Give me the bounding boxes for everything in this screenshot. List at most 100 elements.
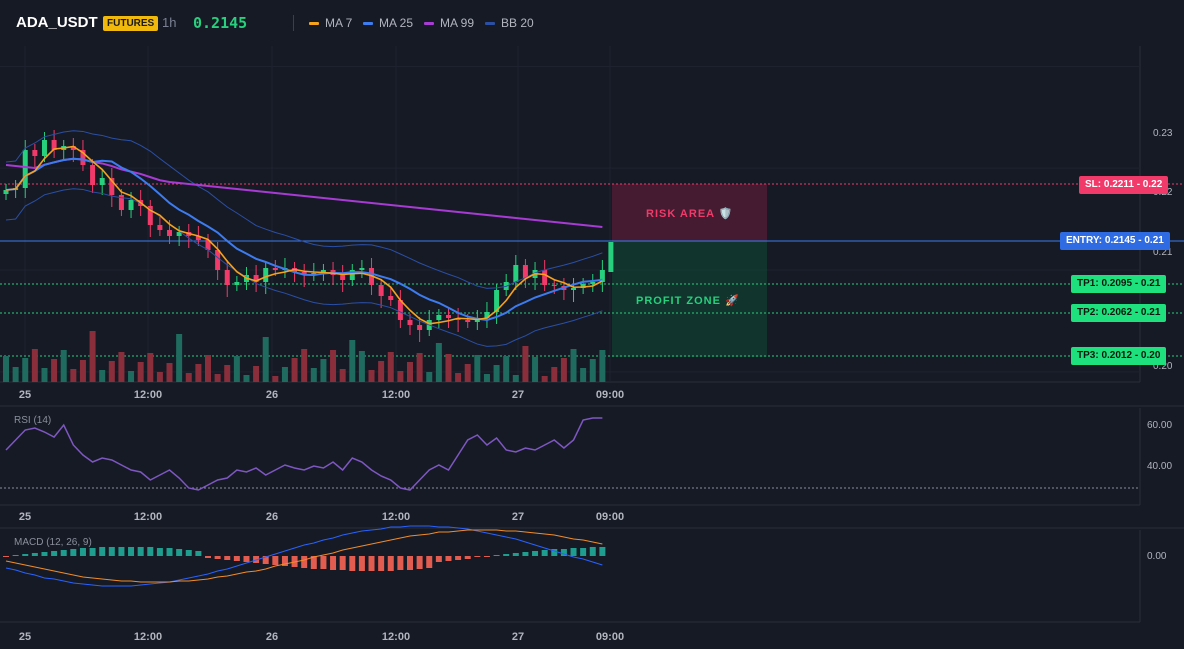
ma99-swatch <box>424 22 434 26</box>
volume-bar <box>599 350 606 382</box>
legend-ma99[interactable]: MA 99 <box>424 16 474 30</box>
volume-bar <box>426 372 433 382</box>
volume-bar <box>79 360 86 382</box>
ma7-line <box>5 145 603 325</box>
volume-bar <box>291 358 298 382</box>
candle-body <box>118 195 124 210</box>
volume-bar <box>445 354 452 382</box>
macd-histogram-bar <box>416 556 423 569</box>
volume-bar <box>156 372 163 382</box>
volume-bar <box>580 368 587 382</box>
macd-histogram-bar <box>426 556 433 568</box>
candle-body <box>551 285 557 286</box>
candle-body <box>359 268 365 270</box>
candle-body <box>80 150 86 165</box>
volume-bar <box>224 365 231 382</box>
entry-label[interactable]: ENTRY: 0.2145 - 0.21 <box>1060 232 1170 250</box>
macd-histogram-bar <box>532 551 539 556</box>
legend-bb20[interactable]: BB 20 <box>485 16 534 30</box>
volume-bar <box>416 353 423 382</box>
macd-time-1200a: 12:00 <box>133 631 163 643</box>
candle-body <box>599 270 605 282</box>
volume-bar <box>118 352 125 382</box>
rsi-time-25: 25 <box>18 511 32 523</box>
macd-histogram-bar <box>503 554 510 556</box>
symbol-name[interactable]: ADA_USDT <box>16 14 98 31</box>
macd-histogram-bar <box>60 550 67 556</box>
candle-body <box>167 230 173 236</box>
candle-body <box>3 190 9 194</box>
volume-bar <box>41 368 48 382</box>
candle-body <box>205 240 211 250</box>
ma99-line <box>5 157 603 228</box>
volume-bar <box>407 362 413 382</box>
macd-histogram-bar <box>262 556 269 564</box>
candle-body <box>340 275 346 280</box>
macd-histogram-bar <box>551 549 558 556</box>
tp1-label[interactable]: TP1: 0.2095 - 0.21 <box>1071 275 1167 293</box>
macd-histogram-bar <box>3 556 9 557</box>
volume-bar <box>60 350 67 382</box>
legend-ma7[interactable]: MA 7 <box>309 16 352 30</box>
rsi-tick-40: 40.00 <box>1147 461 1173 472</box>
chart-header: ADA_USDT FUTURES 1h 0.2145 MA 7 MA 25 MA… <box>0 0 1184 46</box>
candle-body <box>90 165 96 185</box>
rsi-time-1200b: 12:00 <box>381 511 411 523</box>
volume-bar <box>214 374 221 382</box>
volume-bar <box>99 370 106 382</box>
macd-histogram-bar <box>522 552 529 556</box>
volume-bar <box>493 365 500 382</box>
volume-bar <box>320 359 327 382</box>
sl-label[interactable]: SL: 0.2211 - 0.22 <box>1079 176 1169 194</box>
risk-area-label: RISK AREA 🛡️ <box>646 208 734 220</box>
tp3-label[interactable]: TP3: 0.2012 - 0.20 <box>1071 347 1167 365</box>
macd-histogram-bar <box>589 547 596 556</box>
macd-histogram-bar <box>31 553 38 556</box>
macd-histogram-bar <box>41 552 48 556</box>
candle-body <box>513 265 519 282</box>
price-tick-021: 0.21 <box>1153 247 1173 258</box>
macd-time-25: 25 <box>18 631 32 643</box>
candle-body <box>22 150 28 188</box>
macd-histogram-bar <box>79 548 86 556</box>
macd-histogram-bar <box>560 549 567 556</box>
candle-body <box>522 265 528 278</box>
volume-bar <box>128 371 135 382</box>
macd-time-26: 26 <box>265 631 279 643</box>
volume-bar <box>589 359 596 382</box>
macd-histogram-bar <box>541 550 548 556</box>
volume-bar <box>330 350 337 382</box>
profit-zone-box <box>612 241 767 357</box>
macd-histogram-bar <box>89 548 96 556</box>
macd-histogram-bar <box>378 556 385 571</box>
legend-ma25[interactable]: MA 25 <box>363 16 413 30</box>
macd-histogram-bar <box>368 556 375 571</box>
volume-bar <box>570 349 577 382</box>
volume-bar <box>243 375 250 382</box>
time-label-27: 27 <box>511 389 525 401</box>
volume-bar <box>464 364 471 382</box>
volume-bar <box>551 367 558 382</box>
candle-body <box>70 146 76 150</box>
macd-histogram-bar <box>243 556 250 562</box>
macd-histogram-bar <box>224 556 231 560</box>
macd-histogram-bar <box>320 556 327 569</box>
candle-body <box>32 150 38 156</box>
rsi-time-1200a: 12:00 <box>133 511 163 523</box>
time-label-1200a: 12:00 <box>133 389 163 401</box>
tp2-label[interactable]: TP2: 0.2062 - 0.21 <box>1071 304 1167 322</box>
volume-bar <box>272 376 279 382</box>
timeframe-label[interactable]: 1h <box>162 15 177 30</box>
macd-histogram-bar <box>205 556 211 558</box>
macd-histogram-bar <box>128 547 135 556</box>
candle-body <box>109 178 115 195</box>
ma25-line <box>5 157 603 322</box>
volume-bar <box>435 343 442 382</box>
volume-bar <box>22 358 29 382</box>
macd-line <box>5 525 603 587</box>
macd-time-27: 27 <box>511 631 525 643</box>
macd-histogram-bar <box>512 553 519 556</box>
candle-body-last <box>608 242 614 272</box>
risk-area-box <box>612 184 767 241</box>
